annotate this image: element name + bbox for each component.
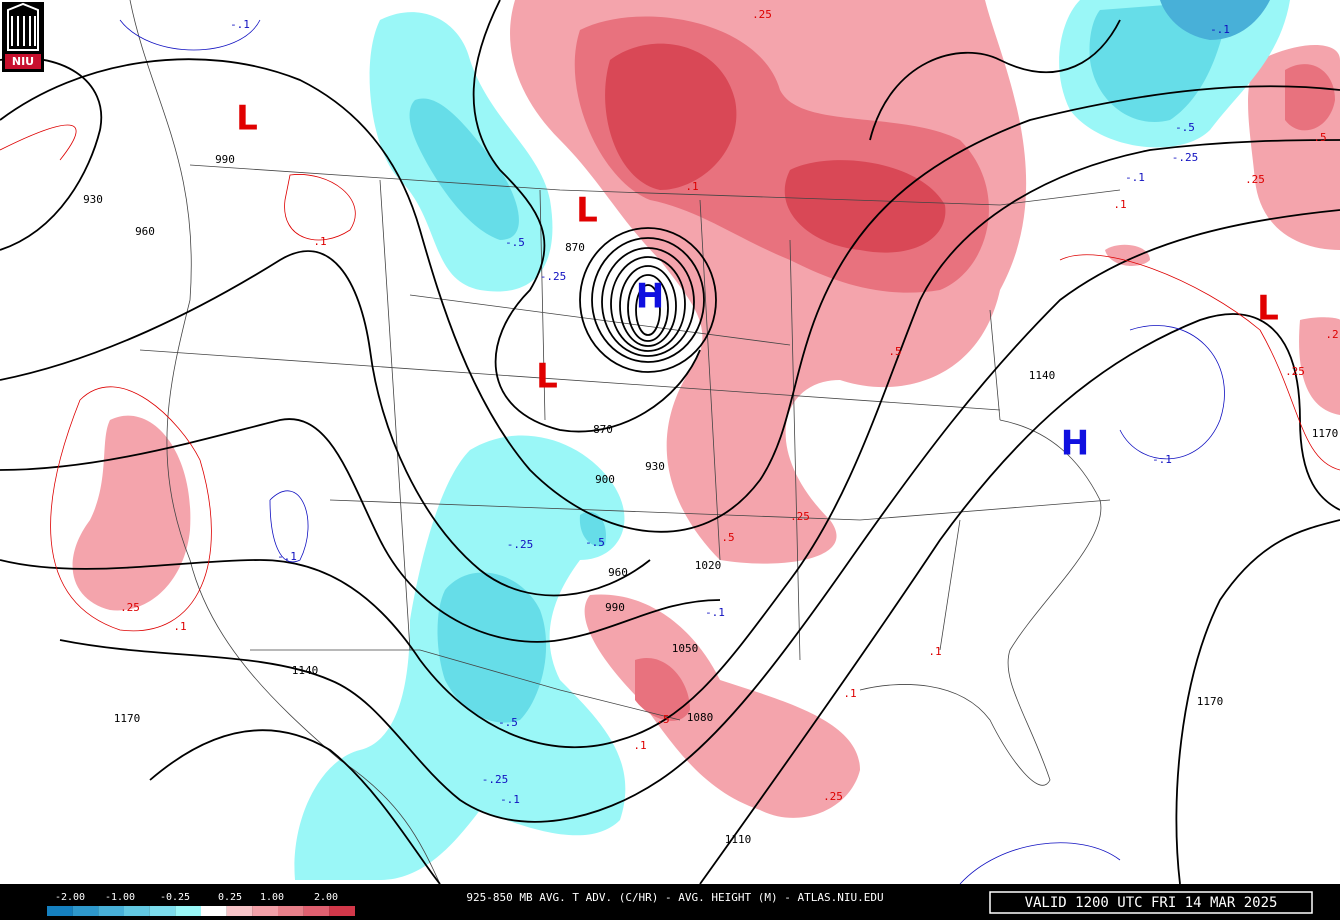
title: 925-850 MB AVG. T ADV. (C/HR) - AVG. HEI… [466,891,883,904]
advection-label: .2 [1325,328,1338,341]
advection-label: .25 [1285,365,1305,378]
legend-swatch [98,906,124,916]
advection-label: -.5 [1175,121,1195,134]
legend-label: 0.25 [218,892,242,903]
advection-contours [0,19,1340,885]
height-label: 870 [565,241,585,254]
advection-label: .1 [633,739,646,752]
logo-building [7,2,39,51]
advection-label: -.5 [585,536,605,549]
advection-label: .1 [685,180,698,193]
height-label: 1170 [114,712,141,725]
advection-label: -.1 [230,18,250,31]
advection-label: -.1 [1125,171,1145,184]
valid-box [989,891,1313,914]
legend: -2.00 -1.00 -0.25 0.25 1.00 2.00 [47,892,355,916]
advection-labels: .25 -.1 .1 -.5 -.25 .1 .5 .25 -.1 -.5 -.… [120,8,1339,806]
warm-advection [72,0,1340,818]
low-center: L [236,99,258,139]
low-center: L [1257,289,1279,329]
height-label: 900 [595,473,615,486]
low-center: L [576,191,598,231]
legend-swatch [47,906,73,916]
advection-label: -.25 [1172,151,1199,164]
legend-swatch [226,906,253,916]
height-label: 1170 [1197,695,1224,708]
high-center: H [636,277,664,317]
height-label: 870 [593,423,613,436]
height-label: 930 [645,460,665,473]
advection-label: -.25 [482,773,509,786]
advection-label: .25 [823,790,843,803]
logo-badge [5,54,41,69]
height-label: 1080 [687,711,714,724]
advection-label: -.1 [1152,453,1172,466]
height-contours [0,0,1340,885]
height-label: 1170 [1312,427,1339,440]
advection-label: -.25 [507,538,534,551]
height-label: 1140 [1029,369,1056,382]
height-label: 930 [83,193,103,206]
advection-label: .5 [888,345,901,358]
advection-label: .25 [1245,173,1265,186]
advection-label: -.1 [500,793,520,806]
logo-text: NIU [12,55,34,68]
legend-swatch [72,906,99,916]
advection-label: .1 [928,645,941,658]
height-label: 990 [215,153,235,166]
advection-label: .1 [843,687,856,700]
pressure-centers: L L H L H L [236,99,1279,464]
legend-swatch [149,906,176,916]
advection-label: .25 [790,510,810,523]
legend-swatch [252,906,278,916]
advection-label: -.5 [505,236,525,249]
advection-label: .1 [173,620,186,633]
legend-swatch [329,906,355,916]
advection-label: .25 [120,601,140,614]
height-label: 960 [135,225,155,238]
advection-label: .5 [721,531,734,544]
advection-label: .1 [1113,198,1126,211]
advection-label: -.1 [277,550,297,563]
legend-label: 1.00 [260,892,284,903]
valid-time: VALID 1200 UTC FRI 14 MAR 2025 [1025,895,1278,911]
height-label: 1140 [292,664,319,677]
advection-label: -.25 [540,270,567,283]
legend-swatch [124,906,150,916]
height-label: 1020 [695,559,722,572]
advection-label: .5 [656,713,669,726]
advection-label: -.5 [498,716,518,729]
logo: NIU [2,2,44,72]
height-label: 1050 [672,642,699,655]
legend-label: -2.00 [55,892,85,903]
legend-swatch [175,906,201,916]
height-label: 1110 [725,833,752,846]
advection-label: .25 [752,8,772,21]
legend-swatch [303,906,330,916]
legend-swatch [278,906,304,916]
advection-label: .1 [313,235,326,248]
height-label: 990 [605,601,625,614]
advection-label: -.1 [1210,23,1230,36]
legend-swatch [201,906,227,916]
legend-label: -0.25 [160,892,190,903]
cold-advection [294,0,1290,880]
borders [129,0,1121,885]
height-label: 960 [608,566,628,579]
height-labels: 990 930 960 870 870 900 930 960 990 1020… [83,153,1338,846]
legend-label: -1.00 [105,892,135,903]
advection-label: .5 [1313,131,1326,144]
legend-label: 2.00 [314,892,338,903]
high-center: H [1061,424,1089,464]
advection-label: -.1 [705,606,725,619]
low-center: L [536,357,558,397]
